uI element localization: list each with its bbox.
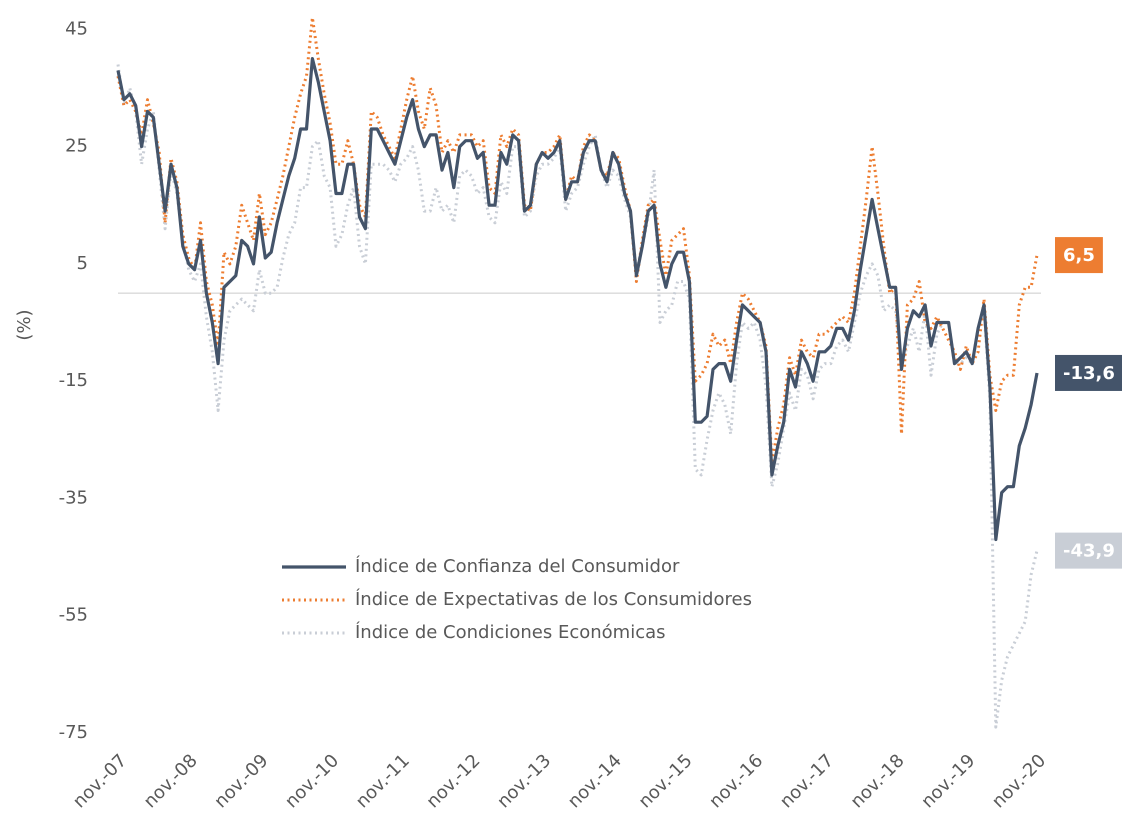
legend-label: Índice de Confianza del Consumidor <box>355 555 680 577</box>
x-tick-label: nov.-17 <box>776 750 838 812</box>
x-tick-label: nov.-18 <box>847 750 909 812</box>
x-tick-label: nov.-07 <box>69 750 131 812</box>
x-tick-label: nov.-14 <box>564 750 626 812</box>
x-tick-label: nov.-13 <box>493 750 555 812</box>
x-tick-label: nov.-15 <box>635 750 697 812</box>
x-tick-label: nov.-12 <box>422 750 484 812</box>
y-tick-label: -35 <box>59 487 88 508</box>
end-label: 6,5 <box>1055 237 1103 274</box>
y-tick-label: 25 <box>65 136 88 157</box>
end-label-box <box>1055 354 1122 391</box>
end-label: -13,6 <box>1055 354 1122 391</box>
y-tick-label: 45 <box>65 18 88 39</box>
y-axis-label: (%) <box>14 309 35 340</box>
x-tick-label: nov.-19 <box>917 750 979 812</box>
y-tick-label: -75 <box>59 722 88 743</box>
x-tick-label: nov.-11 <box>352 750 414 812</box>
end-label-text: 6,5 <box>1063 245 1095 266</box>
end-label: -43,9 <box>1055 532 1122 569</box>
end-label-box <box>1055 237 1103 274</box>
x-tick-label: nov.-10 <box>281 750 343 812</box>
end-label-text: -13,6 <box>1063 363 1115 384</box>
x-tick-label: nov.-20 <box>988 750 1050 812</box>
y-tick-label: 5 <box>77 253 88 274</box>
legend-label: Índice de Condiciones Económicas <box>355 621 666 643</box>
end-label-text: -43,9 <box>1063 541 1115 562</box>
legend-label: Índice de Expectativas de los Consumidor… <box>355 588 752 610</box>
x-tick-label: nov.-16 <box>705 750 767 812</box>
series-line <box>116 57 1039 542</box>
end-label-box <box>1055 532 1122 569</box>
y-tick-label: -55 <box>59 605 88 626</box>
x-tick-label: nov.-09 <box>210 750 272 812</box>
x-tick-label: nov.-08 <box>140 750 202 812</box>
y-tick-label: -15 <box>59 370 88 391</box>
